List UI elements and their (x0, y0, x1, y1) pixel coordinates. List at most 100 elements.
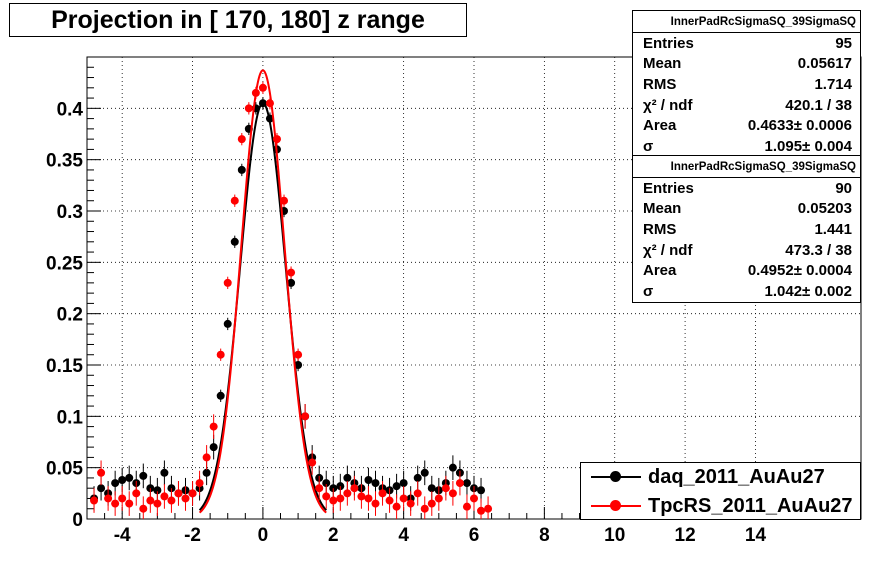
data-point-tpcrs (350, 484, 359, 493)
stats-value: 473.3 / 38 (785, 241, 852, 259)
x-tick-label: 2 (328, 525, 339, 546)
stats-row-area: Area 0.4952± 0.0004 (633, 260, 860, 281)
stats-label: Mean (643, 55, 682, 73)
x-tick-label: -4 (114, 525, 131, 546)
y-tick-label: 0.15 (46, 356, 83, 377)
chart-title: Projection in [ 170, 180] z range (51, 5, 425, 34)
x-tick-label: 0 (258, 525, 269, 546)
data-point-tpcrs (251, 88, 260, 97)
stats-value: 0.05203 (797, 200, 852, 218)
data-point-daq (392, 482, 401, 491)
data-point-daq (399, 479, 408, 488)
data-point-tpcrs (195, 479, 204, 488)
stats-row-entries: Entries 90 (633, 178, 860, 199)
y-tick-label: 0.05 (46, 459, 83, 480)
data-point-tpcrs (308, 458, 317, 467)
stats-value: 1.042± 0.002 (764, 282, 852, 300)
stats-label: RMS (643, 75, 677, 93)
data-point-tpcrs (97, 468, 106, 477)
data-point-daq (202, 468, 211, 477)
y-tick-label: 0.1 (57, 407, 84, 428)
data-point-tpcrs (357, 492, 366, 501)
data-point-tpcrs (160, 492, 169, 501)
data-point-daq (118, 475, 127, 484)
data-point-tpcrs (427, 499, 436, 508)
data-point-tpcrs (420, 504, 429, 513)
stats-label: Area (643, 117, 677, 135)
data-point-tpcrs (413, 489, 422, 498)
data-point-tpcrs (448, 489, 457, 498)
stats-label: χ² / ndf (643, 96, 693, 114)
x-tick-label: 10 (604, 525, 625, 546)
data-point-tpcrs (174, 489, 183, 498)
data-point-daq (237, 165, 246, 174)
data-point-daq (477, 486, 486, 495)
data-point-daq (230, 237, 239, 246)
legend-marker-tpcrs (610, 500, 621, 511)
data-point-tpcrs (322, 492, 331, 501)
data-point-tpcrs (216, 350, 225, 359)
data-point-tpcrs (202, 453, 211, 462)
legend-marker-daq (610, 471, 621, 482)
y-tick-label: 0.2 (57, 305, 83, 326)
data-point-tpcrs (441, 484, 450, 493)
y-tick-label: 0 (72, 510, 83, 531)
x-tick-label: -2 (184, 525, 201, 546)
data-point-tpcrs (230, 196, 239, 205)
legend-item-daq: daq_2011_AuAu27 (581, 463, 860, 491)
stats-row-entries: Entries 95 (633, 33, 860, 54)
data-point-tpcrs (132, 489, 141, 498)
stats-row-chi2: χ² / ndf 473.3 / 38 (633, 240, 860, 261)
x-tick-label: 12 (675, 525, 696, 546)
stats-label: RMS (643, 220, 677, 238)
data-point-daq (258, 99, 267, 108)
data-point-tpcrs (455, 479, 464, 488)
stats-value: 0.05617 (797, 55, 852, 73)
stats-row-sigma: σ 1.042± 0.002 (633, 281, 860, 302)
data-point-tpcrs (153, 499, 162, 508)
data-point-tpcrs (385, 496, 394, 505)
data-point-tpcrs (237, 135, 246, 144)
data-point-daq (448, 463, 457, 472)
x-tick-label: 14 (745, 525, 767, 546)
stats-row-chi2: χ² / ndf 420.1 / 38 (633, 95, 860, 116)
data-point-tpcrs (364, 494, 373, 503)
data-point-tpcrs (371, 499, 380, 508)
data-point-daq (427, 484, 436, 493)
stats-value: 90 (835, 179, 852, 197)
stats-value: 1.714 (814, 75, 852, 93)
data-point-daq (364, 475, 373, 484)
stats-header: InnerPadRcSigmaSQ_39SigmaSQ (633, 11, 860, 33)
stats-value: 420.1 / 38 (785, 96, 852, 114)
stats-row-rms: RMS 1.441 (633, 219, 860, 240)
stats-row-mean: Mean 0.05617 (633, 54, 860, 75)
data-point-tpcrs (287, 268, 296, 277)
data-point-daq (160, 468, 169, 477)
stats-value: 1.441 (814, 220, 852, 238)
data-point-tpcrs (125, 499, 134, 508)
data-point-tpcrs (188, 489, 197, 498)
data-point-tpcrs (470, 494, 478, 503)
stats-box-tpcrs: InnerPadRcSigmaSQ_39SigmaSQ Entries 90 Me… (632, 155, 861, 303)
data-point-tpcrs (434, 494, 443, 503)
data-point-daq (343, 473, 352, 482)
data-point-daq (420, 468, 429, 477)
data-point-tpcrs (462, 502, 471, 511)
stats-label: Entries (643, 179, 694, 197)
data-point-daq (209, 443, 218, 452)
legend-label-tpcrs: TpcRS_2011_AuAu27 (648, 495, 853, 517)
data-point-tpcrs (392, 502, 401, 511)
legend-item-tpcrs: TpcRS_2011_AuAu27 (581, 492, 860, 520)
data-point-daq (125, 473, 134, 482)
stats-row-area: Area 0.4633± 0.0006 (633, 115, 860, 136)
data-point-daq (287, 278, 296, 287)
data-point-tpcrs (406, 499, 415, 508)
stats-label: χ² / ndf (643, 241, 693, 259)
legend: daq_2011_AuAu27 TpcRS_2011_AuAu27 (580, 462, 861, 520)
stats-label: Mean (643, 200, 682, 218)
stats-header: InnerPadRcSigmaSQ_39SigmaSQ (633, 156, 860, 178)
data-point-tpcrs (272, 135, 281, 144)
stats-value: 1.095± 0.004 (764, 137, 852, 155)
data-point-tpcrs (301, 412, 310, 421)
data-point-tpcrs (336, 494, 345, 503)
